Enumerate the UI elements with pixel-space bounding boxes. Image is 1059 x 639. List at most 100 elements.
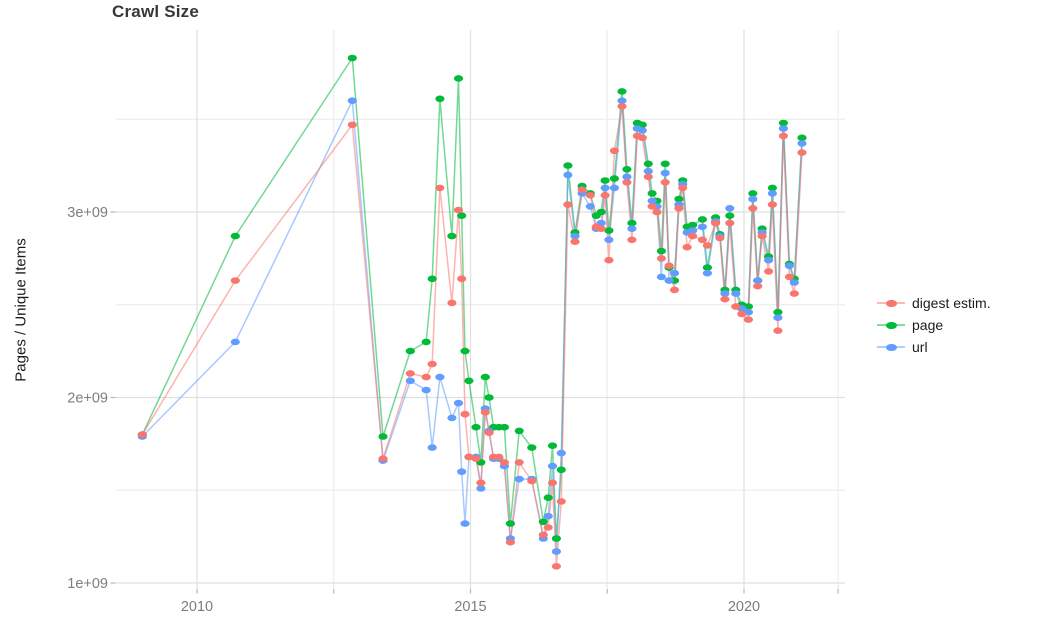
- data-point-page: [609, 175, 620, 182]
- data-point-page: [656, 247, 667, 255]
- legend-dot-url: [886, 343, 897, 351]
- legend-dot-page: [886, 321, 897, 329]
- data-point-page: [547, 442, 558, 450]
- data-point-url: [551, 548, 562, 555]
- data-point-page: [484, 394, 494, 401]
- data-point-url: [460, 520, 470, 527]
- data-point-page: [674, 195, 684, 203]
- data-point-digest-estim-: [499, 459, 509, 466]
- data-point-page: [596, 208, 606, 216]
- data-point-digest-estim-: [556, 498, 566, 505]
- data-point-page: [702, 264, 713, 271]
- data-point-digest-estim-: [577, 186, 587, 193]
- legend-marker-digest: [877, 296, 905, 310]
- data-point-digest-estim-: [471, 455, 481, 463]
- series-line-page: [141, 57, 803, 540]
- data-point-digest-estim-: [378, 455, 388, 463]
- data-point-url: [421, 386, 431, 394]
- data-point-digest-estim-: [453, 206, 464, 214]
- data-point-digest-estim-: [743, 316, 754, 323]
- data-point-digest-estim-: [494, 453, 504, 461]
- data-point-digest-estim-: [757, 232, 767, 240]
- data-point-digest-estim-: [547, 479, 558, 487]
- data-point-digest-estim-: [137, 431, 147, 438]
- data-point-url: [764, 256, 774, 264]
- data-point-page: [627, 219, 637, 227]
- data-point-page: [551, 535, 562, 542]
- data-point-digest-estim-: [543, 524, 553, 531]
- data-point-digest-estim-: [778, 132, 789, 140]
- data-point-page: [480, 373, 490, 381]
- data-point-page: [405, 347, 415, 355]
- data-point-page: [514, 427, 524, 435]
- data-point-digest-estim-: [447, 299, 457, 307]
- data-point-page: [378, 433, 388, 440]
- data-point-url: [702, 269, 713, 277]
- data-point-page: [421, 338, 431, 346]
- data-point-digest-estim-: [797, 149, 807, 156]
- data-point-url: [647, 197, 657, 205]
- data-point-digest-estim-: [527, 477, 537, 485]
- data-point-page: [505, 520, 515, 527]
- data-point-url: [457, 468, 467, 476]
- data-point-digest-estim-: [702, 242, 713, 249]
- data-point-page: [660, 160, 670, 168]
- data-point-url: [720, 290, 730, 297]
- data-point-url: [784, 262, 795, 270]
- data-point-digest-estim-: [230, 277, 240, 284]
- data-point-url: [585, 203, 595, 210]
- data-point-url: [556, 449, 566, 457]
- data-point-digest-estim-: [476, 479, 486, 487]
- y-tick-label: 2e+09: [67, 391, 108, 407]
- data-point-digest-estim-: [784, 273, 795, 281]
- data-point-url: [627, 225, 637, 232]
- data-point-page: [347, 54, 357, 62]
- data-point-url: [797, 140, 807, 147]
- data-point-url: [637, 127, 647, 134]
- data-point-digest-estim-: [480, 409, 490, 416]
- data-point-digest-estim-: [421, 373, 431, 381]
- data-point-page: [778, 119, 789, 127]
- data-point-digest-estim-: [711, 219, 721, 227]
- data-point-url: [476, 485, 486, 492]
- data-point-url: [563, 171, 573, 179]
- data-point-digest-estim-: [457, 275, 467, 283]
- data-point-page: [643, 160, 653, 168]
- data-point-url: [753, 277, 763, 284]
- data-point-digest-estim-: [460, 410, 470, 418]
- data-point-digest-estim-: [748, 205, 758, 212]
- legend-label-digest: digest estim.: [912, 295, 991, 311]
- data-point-digest-estim-: [464, 453, 474, 461]
- data-point-digest-estim-: [764, 268, 774, 275]
- data-point-page: [563, 162, 573, 169]
- data-point-digest-estim-: [767, 201, 778, 208]
- data-point-page: [543, 494, 553, 502]
- data-point-url: [664, 277, 674, 284]
- data-point-page: [697, 216, 708, 223]
- data-point-page: [457, 212, 467, 219]
- data-point-url: [731, 290, 741, 297]
- data-point-page: [527, 444, 537, 451]
- legend-marker-page: [877, 318, 905, 332]
- x-tick-label: 2010: [181, 599, 213, 615]
- data-point-page: [427, 275, 437, 283]
- data-point-url: [767, 190, 778, 197]
- data-point-url: [617, 97, 627, 104]
- data-point-digest-estim-: [725, 219, 735, 227]
- data-point-page: [748, 190, 758, 197]
- data-point-digest-estim-: [660, 179, 670, 186]
- data-point-digest-estim-: [585, 192, 595, 199]
- data-point-url: [688, 227, 698, 234]
- y-tick-label: 1e+09: [67, 576, 108, 592]
- data-point-digest-estim-: [551, 563, 562, 570]
- data-point-digest-estim-: [647, 203, 657, 210]
- legend: digest estim. page url: [877, 292, 991, 358]
- data-point-digest-estim-: [347, 121, 357, 129]
- data-point-url: [600, 184, 610, 192]
- data-point-url: [405, 377, 415, 385]
- data-point-url: [622, 173, 632, 181]
- data-point-page: [622, 166, 632, 173]
- data-point-digest-estim-: [405, 370, 415, 377]
- data-point-url: [656, 273, 667, 281]
- data-point-url: [447, 414, 457, 422]
